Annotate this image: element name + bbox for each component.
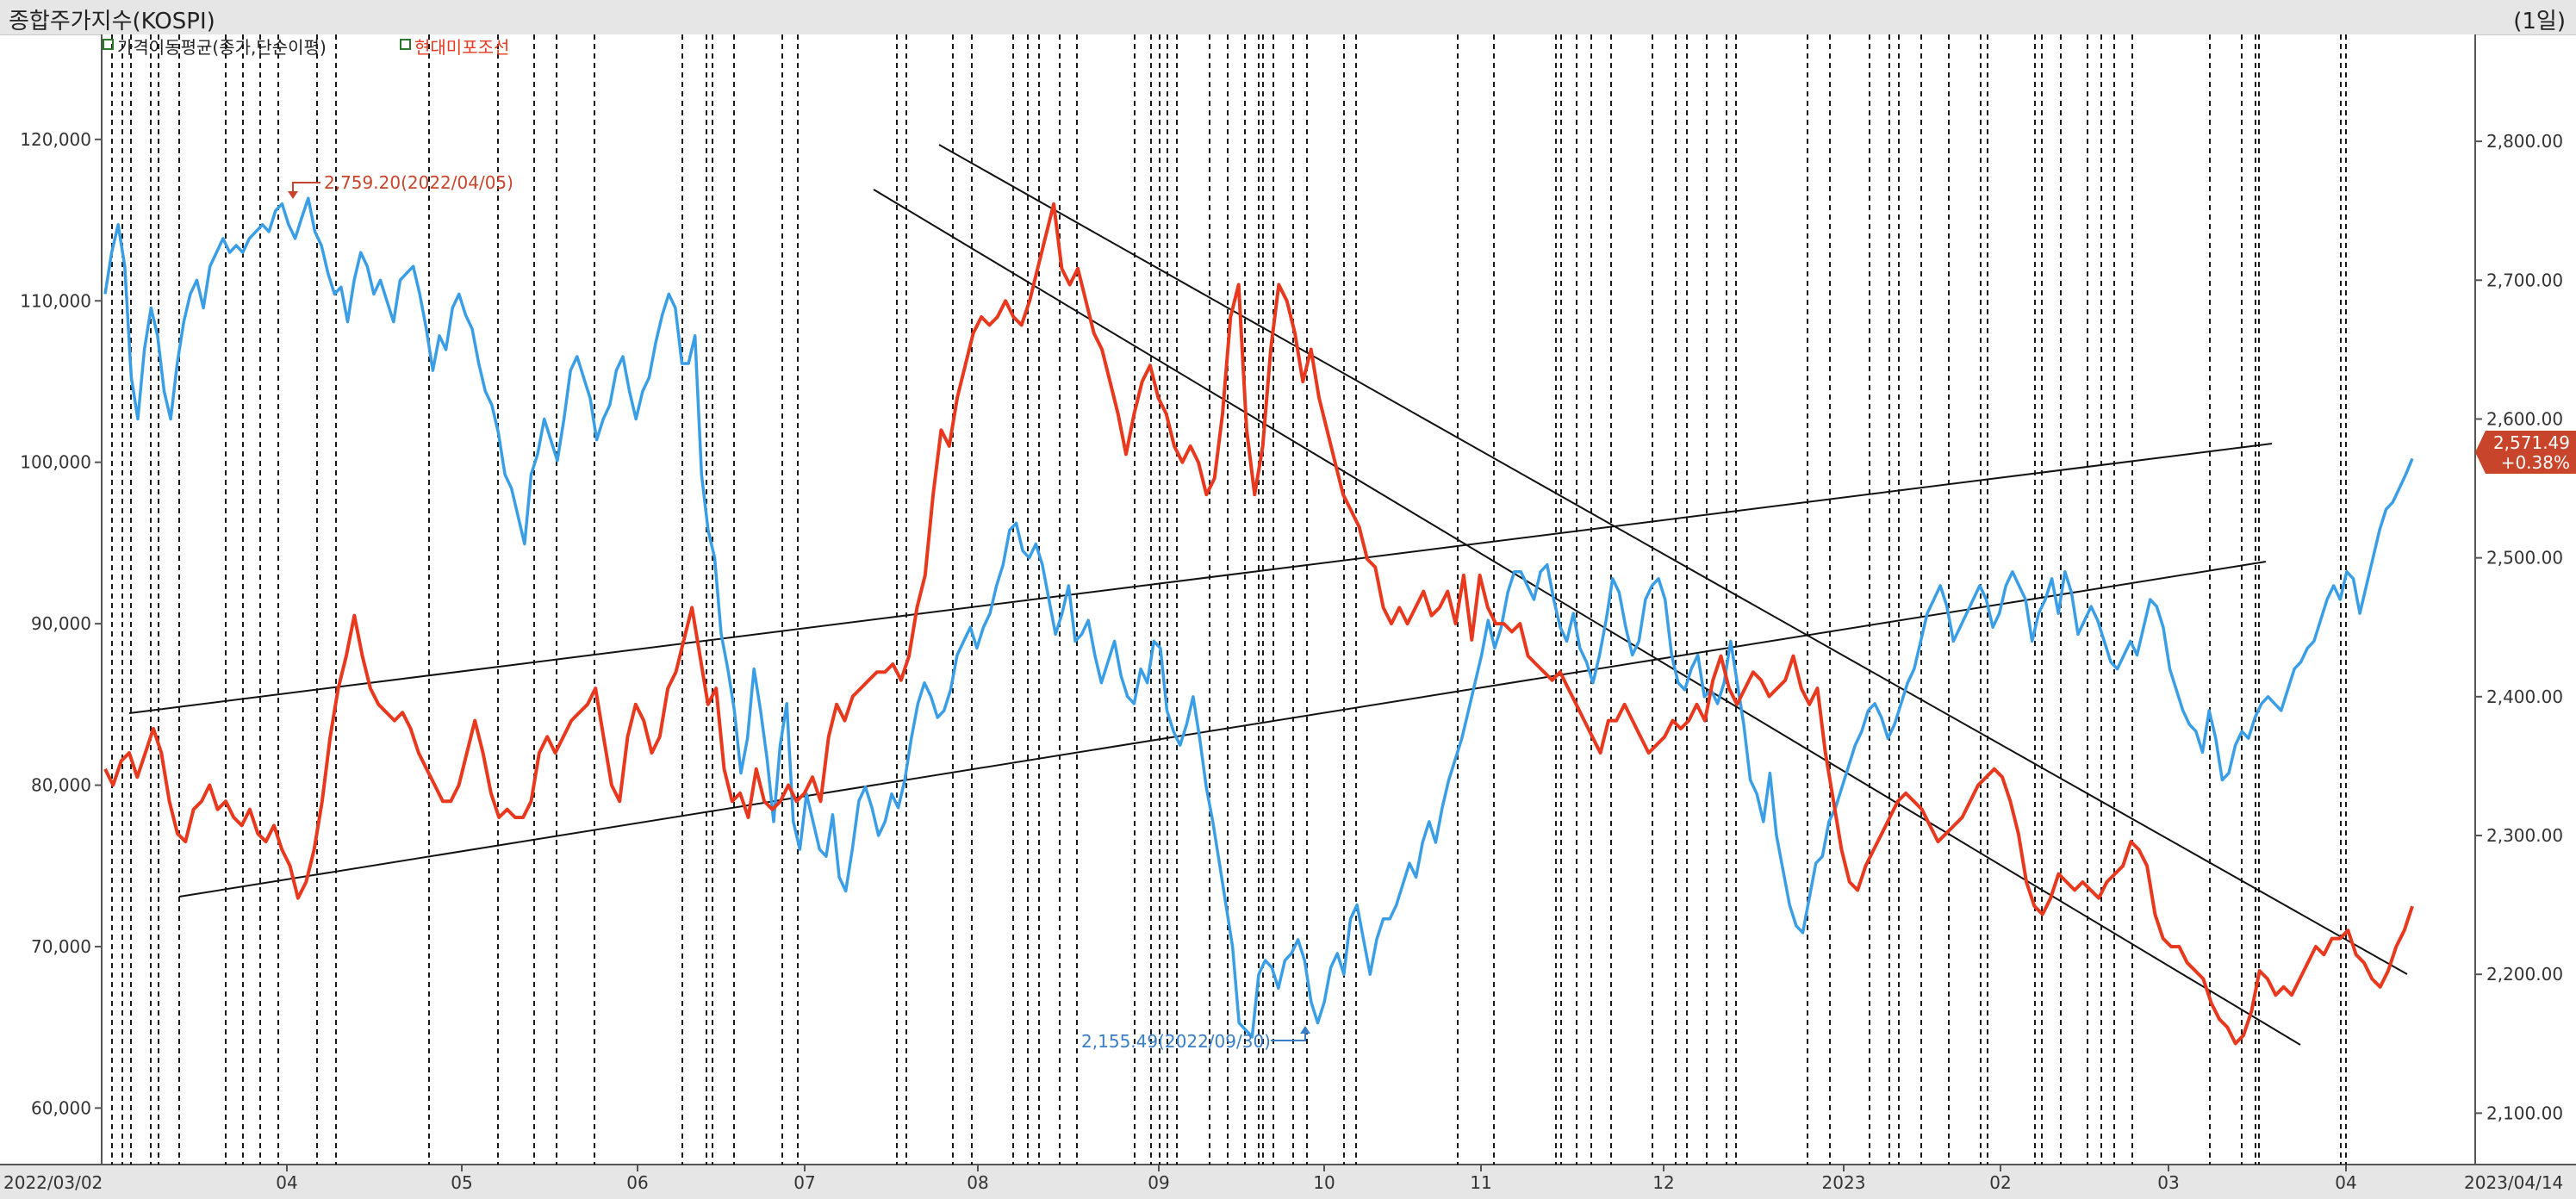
- x-tick-label: 04: [2335, 1172, 2356, 1193]
- trend-line: [178, 561, 2267, 898]
- current-change: +0.38%: [2501, 452, 2570, 473]
- kospi-series-line: [103, 196, 2414, 1039]
- legend-item-ma: 가격이동평균(종가,단순이평): [117, 37, 327, 58]
- x-tick-label: 2023/04/14: [2464, 1172, 2563, 1193]
- x-tick-label: 2023: [1822, 1172, 1866, 1193]
- hyundai-mipo-series-line: [103, 202, 2414, 1046]
- x-tick-label: 08: [967, 1172, 988, 1193]
- x-tick-label: 07: [793, 1172, 815, 1193]
- left-tick-label: 80,000: [31, 775, 91, 796]
- x-axis-strip: [0, 1165, 2576, 1199]
- x-tick-label: 11: [1470, 1172, 1491, 1193]
- trend-line: [128, 443, 2273, 714]
- right-tick-label: 2,700.00: [2486, 270, 2563, 290]
- left-tick-label: 70,000: [31, 936, 91, 957]
- right-tick-label: 2,300.00: [2486, 825, 2563, 846]
- x-axis: 2022/03/02 04 05 06 07 08 09 10 11 12 2023 02 03 04 20…: [3, 1165, 2563, 1193]
- right-axis: 2,800.00 2,700.00 2,600.00 2,500.00 2,400.00…: [2475, 131, 2563, 1123]
- x-tick-label: 02: [1989, 1172, 2011, 1193]
- right-tick-label: 2,800.00: [2486, 131, 2563, 152]
- left-tick-label: 60,000: [31, 1097, 91, 1118]
- low-label: 2,155.49(2022/09/30): [1081, 1031, 1271, 1052]
- x-tick-label: 05: [451, 1172, 472, 1193]
- left-axis: 120,000 110,000 100,000 90,000 80,000 70,000 6…: [20, 129, 102, 1118]
- right-tick-label: 2,600.00: [2486, 408, 2563, 429]
- chart-title: 종합주가지수(KOSPI): [9, 9, 215, 34]
- trend-line: [938, 144, 2408, 975]
- x-tick-label: 12: [1652, 1172, 1674, 1193]
- x-tick-label: 06: [626, 1172, 648, 1193]
- plot-background: [102, 34, 2475, 1165]
- current-value: 2,571.49: [2493, 432, 2570, 453]
- right-tick-label: 2,400.00: [2486, 686, 2563, 707]
- current-value-badge: 2,571.49 +0.38%: [2475, 431, 2576, 474]
- legend: 가격이동평균(종가,단순이평) 현대미포조선: [103, 37, 509, 58]
- right-tick-label: 2,200.00: [2486, 964, 2563, 985]
- left-tick-label: 100,000: [20, 452, 91, 473]
- low-annotation: 2,155.49(2022/09/30): [1081, 1026, 1310, 1052]
- trend-line: [873, 189, 2301, 1046]
- high-annotation: 2,759.20(2022/04/05): [288, 172, 513, 199]
- legend-item-stock: 현대미포조선: [414, 37, 509, 58]
- x-tick-label: 03: [2157, 1172, 2179, 1193]
- x-tick-label: 09: [1148, 1172, 1169, 1193]
- left-tick-label: 110,000: [20, 290, 91, 311]
- left-tick-label: 120,000: [20, 129, 91, 150]
- low-marker-icon: [1300, 1026, 1310, 1034]
- high-label: 2,759.20(2022/04/05): [324, 172, 513, 193]
- period-label: (1일): [2513, 9, 2566, 34]
- x-tick-label: 04: [276, 1172, 297, 1193]
- high-marker-icon: [288, 191, 298, 199]
- x-tick-label: 10: [1313, 1172, 1335, 1193]
- left-tick-label: 90,000: [31, 613, 91, 634]
- legend-checkbox-icon[interactable]: [103, 39, 114, 50]
- right-tick-label: 2,500.00: [2486, 548, 2563, 568]
- trend-lines: [128, 144, 2408, 1046]
- legend-checkbox-icon[interactable]: [400, 39, 411, 50]
- right-tick-label: 2,100.00: [2486, 1103, 2563, 1123]
- x-tick-label: 2022/03/02: [3, 1172, 103, 1193]
